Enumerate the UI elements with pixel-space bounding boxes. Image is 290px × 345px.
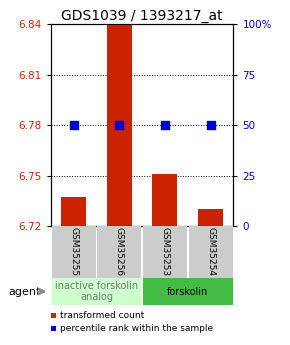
Bar: [152, 174, 177, 226]
Text: GSM35255: GSM35255: [69, 227, 78, 276]
Bar: [61, 197, 86, 226]
Bar: [189, 226, 233, 278]
Text: transformed count: transformed count: [60, 311, 145, 320]
Text: GSM35253: GSM35253: [160, 227, 169, 276]
Text: percentile rank within the sample: percentile rank within the sample: [60, 324, 213, 333]
Text: forskolin: forskolin: [167, 287, 209, 296]
Bar: [143, 278, 233, 305]
Text: GSM35254: GSM35254: [206, 227, 215, 276]
Bar: [52, 226, 95, 278]
Bar: [51, 326, 56, 331]
Bar: [52, 278, 141, 305]
Text: inactive forskolin
analog: inactive forskolin analog: [55, 281, 138, 302]
Bar: [107, 0, 132, 226]
Bar: [143, 226, 187, 278]
Point: [117, 122, 122, 128]
Bar: [51, 313, 56, 318]
Text: agent: agent: [9, 287, 41, 296]
Bar: [198, 209, 223, 226]
Point: [163, 122, 167, 128]
Point: [71, 122, 76, 128]
Bar: [97, 226, 141, 278]
Point: [208, 122, 213, 128]
Text: GSM35256: GSM35256: [115, 227, 124, 276]
Title: GDS1039 / 1393217_at: GDS1039 / 1393217_at: [61, 9, 223, 23]
